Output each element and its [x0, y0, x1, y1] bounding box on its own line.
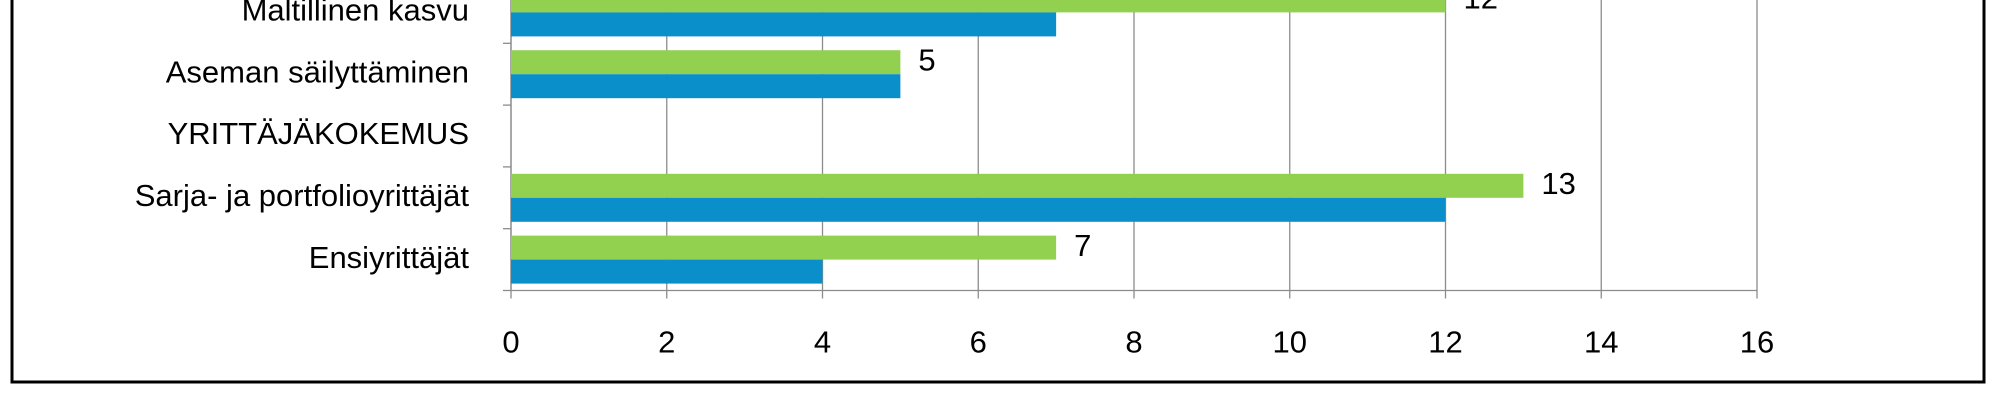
x-tick-label: 16 [1740, 325, 1774, 360]
x-tick-label: 6 [970, 325, 987, 360]
bar [511, 235, 1057, 260]
x-tick-label: 4 [814, 325, 831, 360]
value-label: 13 [1541, 166, 1575, 201]
x-tick-label: 10 [1273, 325, 1307, 360]
bar [511, 259, 823, 284]
y-tick-label: YRITTÄJÄKOKEMUS [168, 116, 469, 151]
x-tick-label: 2 [658, 325, 675, 360]
bar [511, 173, 1524, 198]
x-tick-label: 12 [1428, 325, 1462, 360]
y-tick-label: Aseman säilyttäminen [166, 54, 469, 89]
value-label: 12 [1464, 0, 1498, 16]
x-tick-label: 8 [1125, 325, 1142, 360]
value-label: 7 [1074, 228, 1091, 263]
x-tick-label: 14 [1584, 325, 1618, 360]
bar [511, 50, 901, 75]
bar [511, 0, 1446, 13]
bar [511, 74, 901, 99]
y-tick-label: Ensiyrittäjät [309, 240, 470, 275]
chart-frame [10, 0, 1986, 384]
bar [511, 12, 1057, 37]
x-tick-label: 0 [502, 325, 519, 360]
bar [511, 197, 1446, 222]
y-tick-label: Maltillinen kasvu [242, 0, 469, 28]
y-tick-label: Sarja- ja portfolioyrittäjät [135, 178, 470, 213]
value-label: 5 [918, 42, 935, 77]
